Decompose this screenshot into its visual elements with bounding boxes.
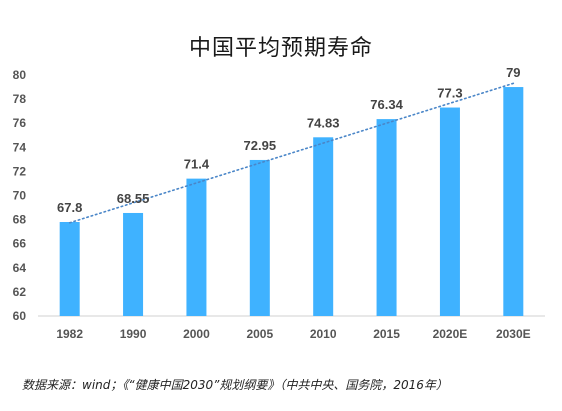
value-label-2005: 72.95 <box>244 138 277 153</box>
value-label-1982: 67.8 <box>57 200 82 215</box>
value-label-2030E: 79 <box>506 65 520 80</box>
x-tick-label: 2030E <box>496 327 531 341</box>
y-tick-label: 70 <box>13 189 27 203</box>
bar-1982 <box>59 222 80 316</box>
bar-2020E <box>439 107 460 316</box>
y-tick-label: 72 <box>13 164 27 178</box>
y-tick-label: 64 <box>13 261 27 275</box>
chart-title: 中国平均预期寿命 <box>188 36 373 61</box>
bar-1990 <box>123 212 144 316</box>
x-tick-label: 1982 <box>56 327 83 341</box>
y-tick-label: 80 <box>13 68 27 82</box>
x-tick-label: 1990 <box>120 327 147 341</box>
y-tick-label: 74 <box>13 140 27 154</box>
y-tick-label: 62 <box>13 285 27 299</box>
x-tick-label: 2005 <box>246 327 273 341</box>
x-tick-label: 2010 <box>310 327 337 341</box>
bar-2010 <box>313 137 334 316</box>
x-tick-label: 2020E <box>433 327 468 341</box>
bar-2000 <box>186 178 207 316</box>
value-label-2020E: 77.3 <box>437 86 462 101</box>
y-tick-label: 66 <box>13 237 27 251</box>
y-tick-label: 78 <box>13 92 27 106</box>
bar-2030E <box>503 87 524 316</box>
y-tick-label: 60 <box>13 309 27 323</box>
bar-2005 <box>249 159 270 316</box>
x-axis-ticks: 1982 1990 2000 2005 2010 2015 2020E 2030E <box>56 327 530 341</box>
y-axis-ticks: 60 62 64 66 68 70 72 74 76 78 80 <box>13 68 27 323</box>
bar-2015 <box>376 119 397 316</box>
value-label-2015: 76.34 <box>370 97 403 112</box>
source-note: 数据来源：wind；《“健康中国2030”规划纲要》（中共中央、国务院，2016… <box>22 378 448 392</box>
value-label-2000: 71.4 <box>184 157 210 172</box>
y-tick-label: 68 <box>13 213 27 227</box>
bars <box>59 87 524 316</box>
value-labels: 67.8 68.55 71.4 72.95 74.83 76.34 77.3 79 <box>57 65 521 215</box>
value-label-1990: 68.55 <box>117 191 150 206</box>
value-label-2010: 74.83 <box>307 115 340 130</box>
bar-chart: 60 62 64 66 68 70 72 74 76 78 80 67.8 68.55 71.4 72.9… <box>13 65 545 341</box>
trend-line <box>68 82 515 224</box>
y-tick-label: 76 <box>13 116 27 130</box>
x-tick-label: 2015 <box>373 327 400 341</box>
x-tick-label: 2000 <box>183 327 210 341</box>
